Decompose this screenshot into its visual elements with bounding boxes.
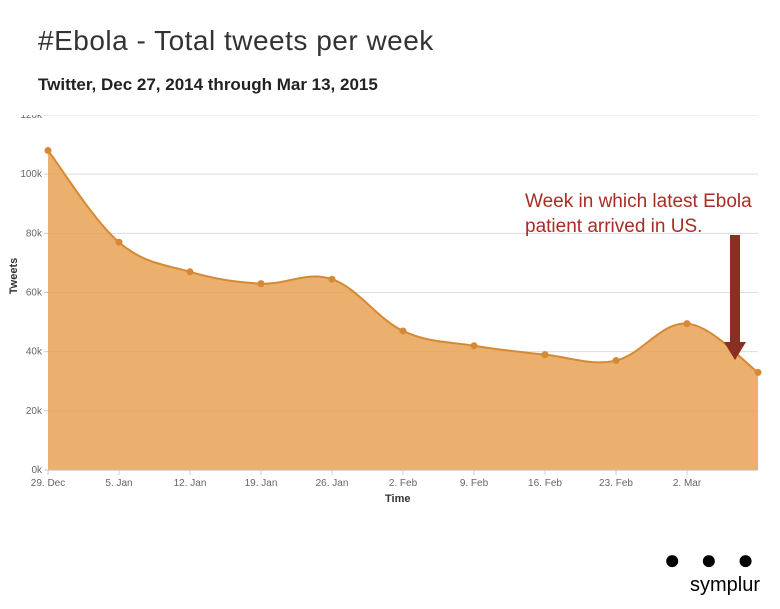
svg-text:29. Dec: 29. Dec <box>31 478 65 489</box>
svg-text:5. Jan: 5. Jan <box>105 478 132 489</box>
svg-text:2. Feb: 2. Feb <box>389 478 418 489</box>
x-axis-label: Time <box>385 493 410 505</box>
y-axis-label: Tweets <box>8 258 20 294</box>
brand-dots: ● ● ● <box>664 550 760 570</box>
svg-text:0k: 0k <box>31 465 43 476</box>
svg-text:40k: 40k <box>26 347 43 358</box>
svg-text:16. Feb: 16. Feb <box>528 478 562 489</box>
svg-text:12. Jan: 12. Jan <box>174 478 207 489</box>
svg-text:100k: 100k <box>20 169 43 180</box>
area-chart: 0k 20k 40k 60k 80k 100k 120k 29. Dec 5. Jan 12. J… <box>0 115 780 515</box>
brand-block: ● ● ● symplur <box>664 550 760 597</box>
annotation-arrow <box>720 235 750 380</box>
annotation-text: Week in which latest Ebola patient arriv… <box>525 190 775 239</box>
svg-text:120k: 120k <box>20 115 43 121</box>
chart-subtitle: Twitter, Dec 27, 2014 through Mar 13, 20… <box>38 75 378 95</box>
svg-text:20k: 20k <box>26 406 43 417</box>
svg-text:9. Feb: 9. Feb <box>460 478 489 489</box>
svg-text:19. Jan: 19. Jan <box>245 478 278 489</box>
svg-text:80k: 80k <box>26 228 43 239</box>
chart-title: #Ebola - Total tweets per week <box>38 25 434 57</box>
svg-text:2. Mar: 2. Mar <box>673 478 702 489</box>
svg-text:23. Feb: 23. Feb <box>599 478 633 489</box>
svg-text:26. Jan: 26. Jan <box>316 478 349 489</box>
chart-container: 0k 20k 40k 60k 80k 100k 120k 29. Dec 5. Jan 12. J… <box>0 115 780 515</box>
brand-name: symplur <box>664 574 760 597</box>
svg-text:60k: 60k <box>26 288 43 299</box>
